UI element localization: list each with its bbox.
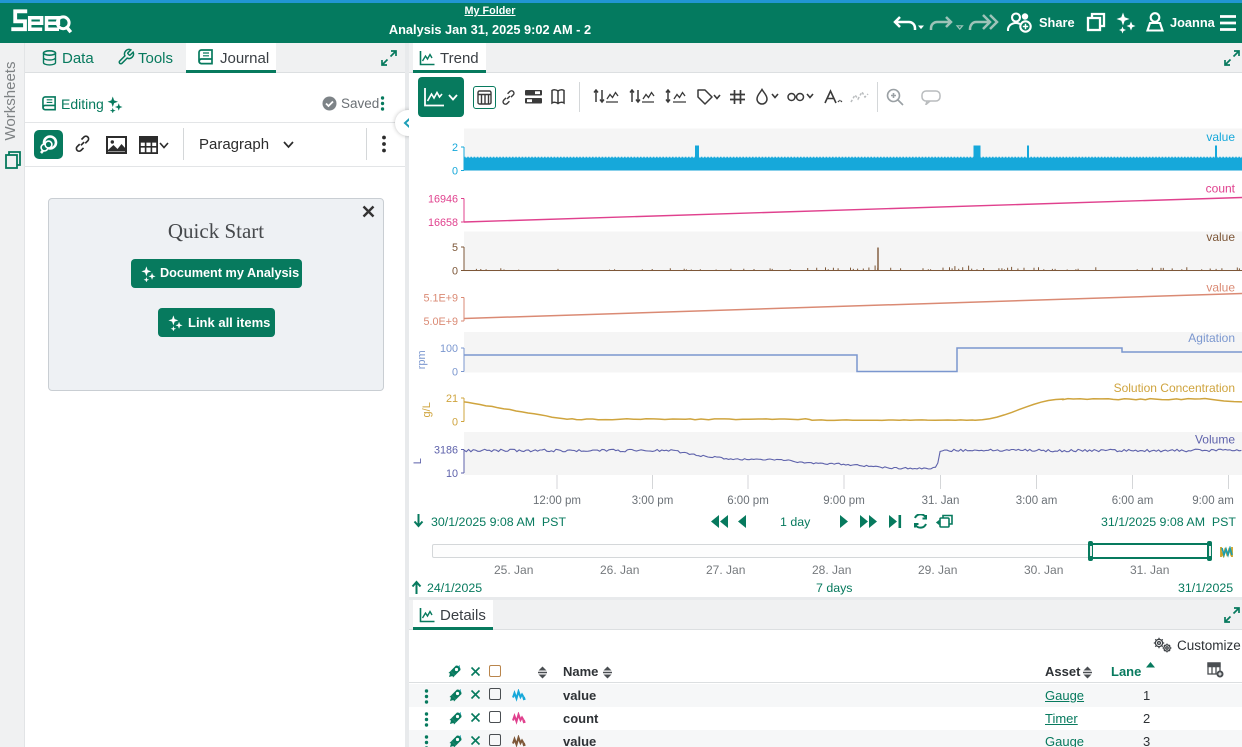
svg-text:L: L — [412, 458, 424, 464]
svg-text:6:00 am: 6:00 am — [1112, 495, 1154, 507]
svg-text:9:00 am: 9:00 am — [1192, 495, 1234, 507]
svg-text:count: count — [1206, 182, 1236, 196]
svg-text:16658: 16658 — [428, 217, 458, 229]
svg-text:g/L: g/L — [421, 402, 433, 417]
svg-text:5.0E+9: 5.0E+9 — [423, 316, 458, 328]
svg-text:value: value — [1206, 281, 1235, 295]
svg-text:31. Jan: 31. Jan — [922, 495, 960, 507]
svg-text:Volume: Volume — [1195, 433, 1235, 447]
svg-text:2: 2 — [452, 142, 458, 154]
svg-text:3186: 3186 — [434, 445, 458, 457]
svg-text:rpm: rpm — [416, 350, 428, 369]
svg-text:100: 100 — [440, 343, 458, 355]
svg-text:10: 10 — [446, 468, 458, 480]
svg-text:value: value — [1206, 130, 1235, 144]
svg-text:value: value — [1206, 230, 1235, 244]
svg-text:Agitation: Agitation — [1188, 331, 1235, 345]
svg-text:0: 0 — [452, 417, 458, 429]
svg-text:3:00 am: 3:00 am — [1016, 495, 1058, 507]
svg-text:9:00 pm: 9:00 pm — [823, 495, 865, 507]
svg-text:5: 5 — [452, 242, 458, 254]
svg-text:0: 0 — [452, 367, 458, 379]
svg-text:Share: Share — [1039, 15, 1075, 30]
svg-text:5.1E+9: 5.1E+9 — [423, 293, 458, 305]
svg-text:12:00 pm: 12:00 pm — [533, 495, 581, 507]
svg-text:0: 0 — [452, 166, 458, 178]
svg-text:3:00 pm: 3:00 pm — [632, 495, 674, 507]
svg-text:Joanna: Joanna — [1170, 15, 1216, 30]
svg-text:16946: 16946 — [428, 194, 458, 206]
svg-text:6:00 pm: 6:00 pm — [727, 495, 769, 507]
svg-text:21: 21 — [446, 393, 458, 405]
svg-text:0: 0 — [452, 266, 458, 278]
svg-text:Solution Concentration: Solution Concentration — [1114, 381, 1235, 395]
